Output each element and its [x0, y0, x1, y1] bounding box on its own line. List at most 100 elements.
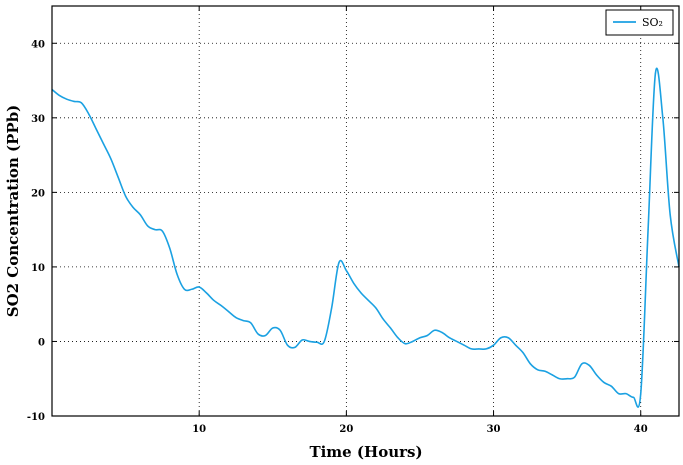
x-tick-label: 30: [487, 424, 501, 435]
data-point-so2: [124, 195, 127, 197]
data-point-so2: [95, 128, 97, 130]
data-point-so2: [654, 72, 657, 74]
data-point-so2: [279, 329, 281, 331]
data-point-so2: [595, 374, 598, 376]
data-point-so2: [375, 307, 377, 309]
legend-label-so2: SO₂: [642, 16, 663, 29]
data-point-so2: [485, 348, 487, 350]
data-point-so2: [154, 229, 156, 231]
data-point-so2: [220, 305, 222, 307]
data-point-so2: [117, 176, 119, 179]
data-point-so2: [294, 346, 296, 349]
data-point-so2: [404, 343, 406, 345]
data-point-so2: [529, 363, 531, 365]
data-point-so2: [147, 225, 149, 227]
data-point-so2: [132, 206, 134, 208]
data-point-so2: [441, 331, 443, 334]
data-point-so2: [242, 319, 244, 322]
data-point-so2: [669, 214, 671, 216]
data-point-so2: [316, 341, 318, 343]
data-point-so2: [205, 292, 208, 294]
data-point-so2: [470, 348, 473, 350]
data-point-so2: [110, 158, 112, 160]
data-point-so2: [559, 378, 561, 380]
data-point-so2: [603, 381, 605, 384]
data-point-so2: [382, 318, 384, 320]
data-point-so2: [412, 340, 414, 343]
data-point-so2: [198, 286, 200, 288]
data-point-so2: [183, 288, 186, 290]
data-point-so2: [662, 117, 664, 119]
data-point-so2: [588, 364, 590, 366]
data-point-so2: [419, 337, 421, 339]
data-point-so2: [507, 337, 509, 339]
data-point-so2: [235, 317, 237, 319]
data-point-so2: [426, 334, 428, 337]
x-tick-label: 10: [192, 424, 206, 435]
y-tick-label: 0: [38, 337, 45, 348]
y-tick-label: 20: [31, 188, 45, 199]
data-point-so2: [492, 344, 495, 346]
data-point-so2: [478, 348, 480, 350]
data-point-so2: [161, 230, 163, 232]
data-point-so2: [66, 98, 68, 100]
data-point-so2: [213, 299, 215, 302]
data-point-so2: [581, 363, 583, 365]
y-tick-label: 40: [31, 39, 45, 50]
data-point-so2: [88, 113, 90, 115]
data-point-so2: [448, 337, 450, 339]
data-point-so2: [169, 247, 171, 249]
data-point-so2: [515, 344, 517, 346]
data-point-so2: [301, 339, 303, 341]
data-point-so2: [73, 100, 75, 103]
data-point-so2: [264, 334, 267, 337]
data-point-so2: [228, 311, 230, 313]
axis-ticks: 10 20 30 40 -10 0 10 20 30 40: [27, 6, 679, 435]
data-point-so2: [272, 327, 274, 329]
data-point-so2: [80, 102, 83, 104]
data-point-so2: [544, 370, 546, 372]
data-point-so2: [360, 292, 362, 294]
data-point-so2: [618, 393, 620, 395]
data-point-so2: [176, 273, 178, 275]
data-point-so2: [139, 214, 141, 216]
data-point-so2: [102, 143, 105, 145]
data-point-so2: [286, 344, 289, 346]
data-point-so2: [389, 327, 392, 329]
x-tick-label: 20: [339, 424, 353, 435]
data-point-so2: [573, 376, 576, 378]
data-point-so2: [345, 270, 347, 272]
data-point-so2: [463, 344, 465, 346]
data-point-so2: [257, 333, 259, 335]
plot-frame: [51, 5, 680, 417]
series-lines: [51, 67, 680, 408]
data-point-so2: [250, 322, 252, 324]
grid-lines: [52, 6, 679, 416]
data-point-so2: [456, 340, 458, 343]
x-tick-label: 40: [634, 424, 648, 435]
data-point-so2: [353, 282, 355, 284]
data-point-so2: [191, 288, 193, 290]
data-point-so2: [331, 307, 333, 309]
data-point-so2: [537, 369, 539, 371]
data-point-so2: [367, 299, 370, 302]
data-point-so2: [397, 337, 399, 339]
data-point-so2: [500, 337, 502, 339]
data-point-so2: [323, 340, 325, 343]
legend: SO₂: [605, 9, 674, 36]
data-point-so2: [58, 94, 60, 97]
x-axis-title: Time (Hours): [309, 443, 422, 461]
series-line-so2: [51, 67, 680, 408]
data-point-so2: [308, 340, 311, 343]
data-point-so2: [551, 374, 554, 376]
data-point-so2: [522, 352, 524, 354]
y-tick-label: 10: [31, 263, 45, 274]
data-point-so2: [632, 396, 634, 398]
data-point-so2: [566, 378, 568, 380]
data-point-so2: [610, 385, 612, 387]
y-tick-label: -10: [27, 412, 45, 423]
y-axis-title: SO2 Concentration (PPb): [4, 105, 22, 318]
data-point-so2: [640, 393, 642, 395]
